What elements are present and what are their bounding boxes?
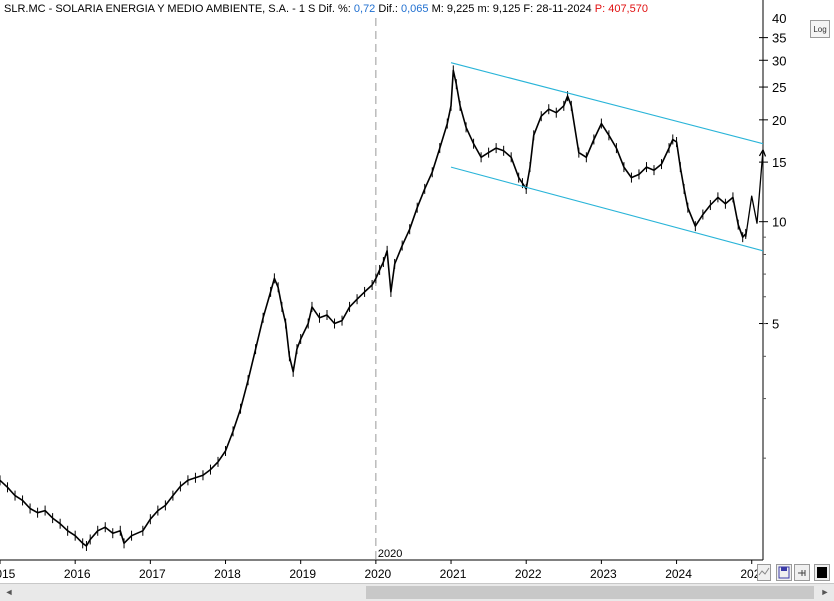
horizontal-scrollbar[interactable]: ◄ ► <box>0 583 834 601</box>
projection-arrow <box>745 149 764 238</box>
zoom-icon[interactable] <box>757 564 771 581</box>
x-tick-label: 2017 <box>139 567 166 581</box>
max-value: 9,225 <box>446 3 475 15</box>
timeframe: 1 S <box>298 3 316 15</box>
y-tick-label: 40 <box>772 11 786 26</box>
color-swatch-icon[interactable] <box>814 564 830 581</box>
price-value: 407,570 <box>608 3 648 15</box>
channel-lower-line <box>450 166 764 252</box>
dif-value: 0,065 <box>401 3 429 15</box>
log-scale-button[interactable]: Log <box>810 20 830 38</box>
min-value: 9,125 <box>492 3 521 15</box>
y-tick-label: 30 <box>772 53 786 68</box>
projection-arrowhead <box>758 148 767 157</box>
dif-pct-label: Dif. %: <box>318 3 351 15</box>
max-label: M: <box>431 3 444 15</box>
date-value: 28-11-2024 <box>536 3 592 15</box>
x-tick-label: 2020 <box>365 567 392 581</box>
channel-upper-line <box>450 62 764 145</box>
scroll-right-icon[interactable]: ► <box>820 587 830 597</box>
y-tick-label: 25 <box>772 80 786 95</box>
price-series <box>0 69 747 547</box>
x-tick-label: 2016 <box>64 567 91 581</box>
save-icon[interactable] <box>776 564 792 581</box>
min-label: m: <box>477 3 490 15</box>
x-tick-label: 2024 <box>665 567 692 581</box>
x-tick-label: 2023 <box>590 567 617 581</box>
x-tick-label: 2019 <box>289 567 316 581</box>
x-tick-label: 2015 <box>0 567 16 581</box>
x-tick-label: 2021 <box>440 567 467 581</box>
y-tick-label: 5 <box>772 317 779 332</box>
y-tick-label: 35 <box>772 31 786 46</box>
date-marker-label: 2020 <box>378 548 402 560</box>
y-tick-label: 20 <box>772 113 786 128</box>
x-tick-label: 2018 <box>214 567 241 581</box>
dif-label: Dif.: <box>378 3 398 15</box>
y-tick-label: 15 <box>772 155 786 170</box>
date-label: F: <box>523 3 534 15</box>
pin-icon[interactable] <box>794 564 810 581</box>
dif-pct-value: 0,72 <box>353 3 376 15</box>
y-tick-label: 10 <box>772 215 786 230</box>
ticker-name: SLR.MC - SOLARIA ENERGIA Y MEDIO AMBIENT… <box>4 3 296 15</box>
chart-header: SLR.MC - SOLARIA ENERGIA Y MEDIO AMBIENT… <box>4 3 648 15</box>
price-label: P: <box>594 3 606 15</box>
scroll-left-icon[interactable]: ◄ <box>4 587 14 597</box>
x-tick-label: 2022 <box>515 567 542 581</box>
scroll-thumb[interactable] <box>366 586 814 599</box>
